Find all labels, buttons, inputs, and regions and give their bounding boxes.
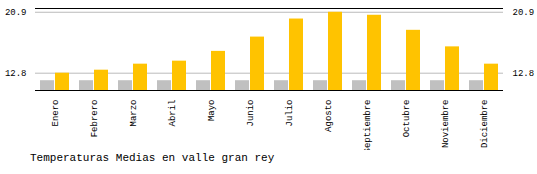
svg-text:Noviembre: Noviembre: [441, 100, 451, 149]
html-text:Temperaturas Medias en valle g: Temperaturas Medias en valle gran rey: [30, 152, 275, 164]
svg-text:Julio: Julio: [285, 100, 295, 127]
svg-text:Marzo: Marzo: [129, 100, 139, 127]
svg-text:Septiembre: Septiembre: [363, 100, 373, 151]
svg-text:Mayo: Mayo: [207, 100, 217, 122]
svg-text:20.9: 20.9: [5, 8, 27, 18]
svg-text:20.9: 20.9: [513, 8, 535, 18]
svg-text:Octubre: Octubre: [402, 100, 412, 138]
svg-text:Diciembre: Diciembre: [480, 100, 490, 149]
svg-text:12.8: 12.8: [513, 69, 535, 79]
svg-text:12.8: 12.8: [5, 69, 27, 79]
svg-text:Abril: Abril: [168, 100, 178, 127]
svg-text:Febrero: Febrero: [90, 100, 100, 138]
svg-text:Junio: Junio: [246, 100, 256, 127]
svg-text:Enero: Enero: [51, 100, 61, 127]
svg-text:Agosto: Agosto: [324, 100, 334, 132]
